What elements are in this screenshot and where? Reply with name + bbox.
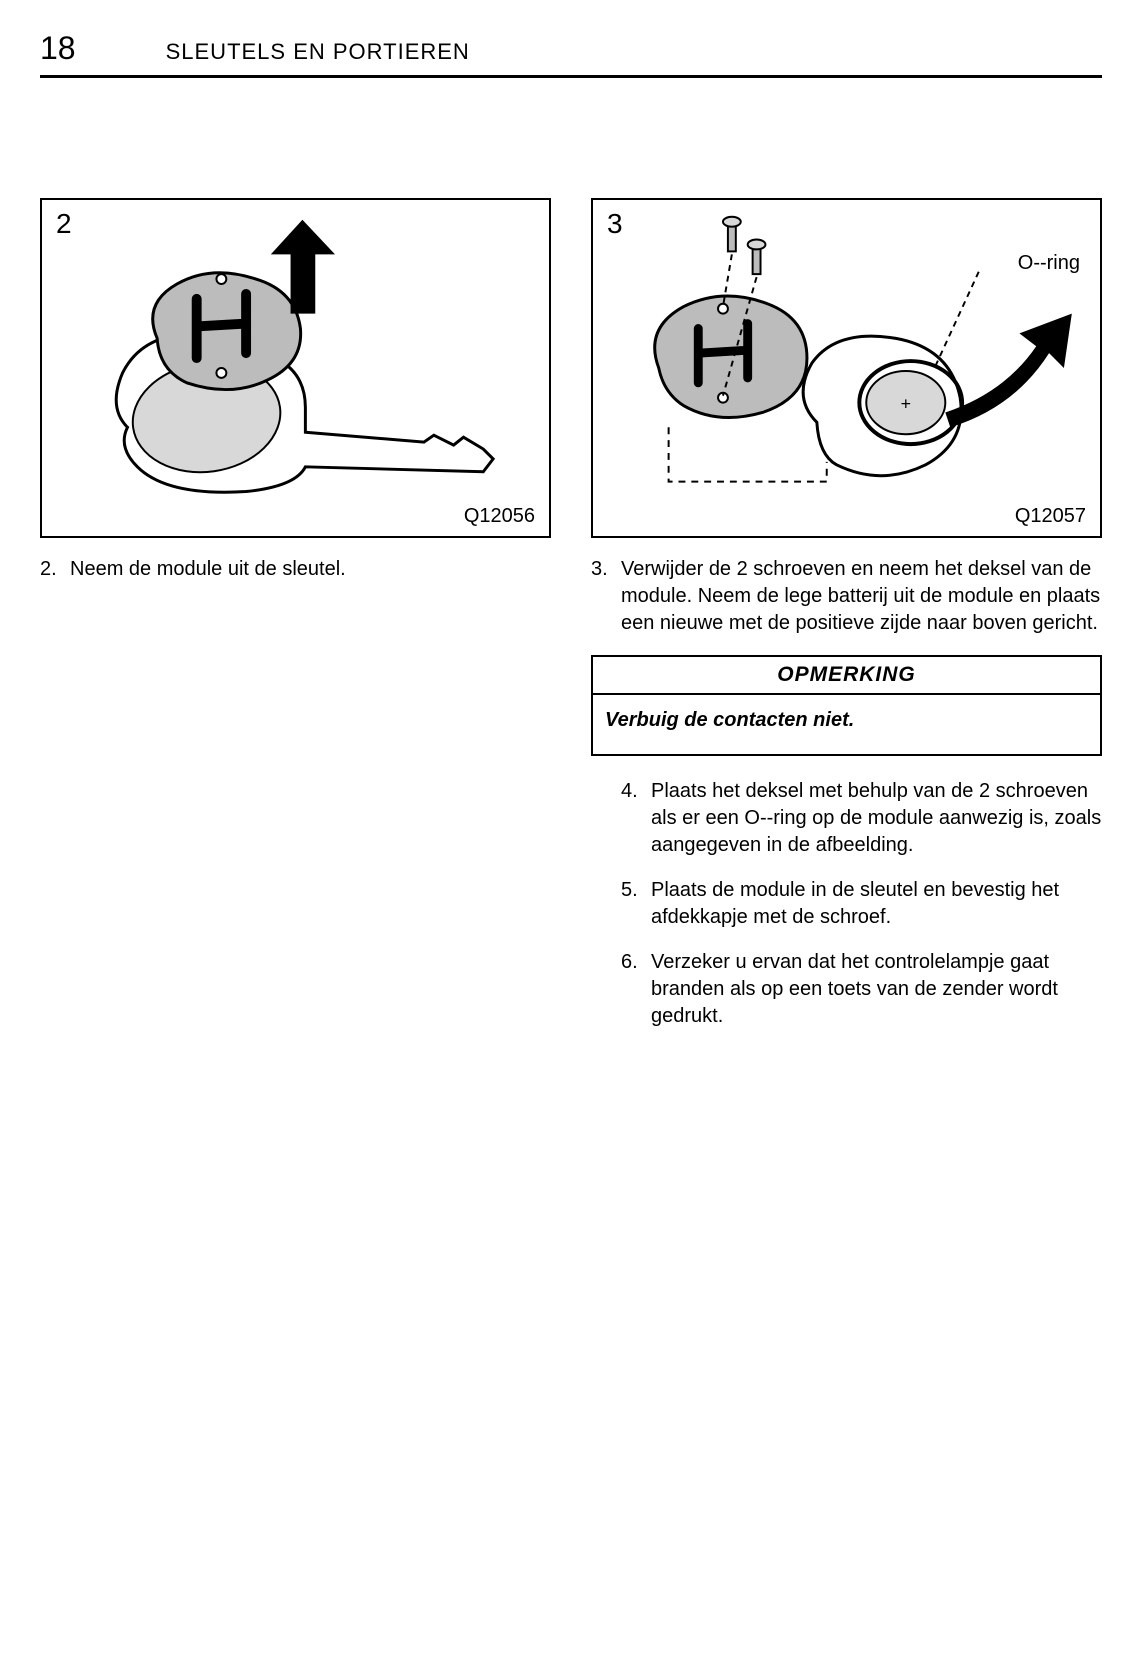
step-4: 4. Plaats het deksel met behulp van de 2… [591,778,1102,859]
step-5-num: 5. [621,877,651,931]
notice-title: OPMERKING [593,657,1100,695]
step-2-num: 2. [40,556,70,583]
step-4-text: Plaats het deksel met behulp van de 2 sc… [651,778,1102,859]
figure-3-box: 3 O--ring + [591,198,1102,538]
notice-box: OPMERKING Verbuig de contacten niet. [591,655,1102,756]
step-6-text: Verzeker u ervan dat het controlelampje … [651,949,1102,1030]
figure-2-code: Q12056 [464,505,535,528]
figure-3-code: Q12057 [1015,505,1086,528]
section-title: SLEUTELS EN PORTIEREN [166,39,470,65]
oring-label: O--ring [1018,252,1080,275]
step-5-text: Plaats de module in de sleutel en bevest… [651,877,1102,931]
right-column: 3 O--ring + [591,198,1102,1048]
step-4-num: 4. [621,778,651,859]
page-number: 18 [40,30,76,67]
svg-text:+: + [901,394,911,414]
figure-2-illustration [42,200,549,536]
left-column: 2 Q12056 2. Neem de module uit de sleute… [40,198,551,1048]
step-2-text: Neem de module uit de sleutel. [70,556,551,583]
content-area: 2 Q12056 2. Neem de module uit de sleute… [40,198,1102,1048]
step-6: 6. Verzeker u ervan dat het controlelamp… [591,949,1102,1030]
figure-3-illustration: + [593,200,1100,536]
figure-2-number: 2 [56,208,72,240]
step-6-num: 6. [621,949,651,1030]
figure-3-number: 3 [607,208,623,240]
step-5: 5. Plaats de module in de sleutel en bev… [591,877,1102,931]
step-3-text: Verwijder de 2 schroeven en neem het dek… [621,556,1102,637]
page-header: 18 SLEUTELS EN PORTIEREN [40,30,1102,78]
notice-body: Verbuig de contacten niet. [593,695,1100,754]
step-2: 2. Neem de module uit de sleutel. [40,556,551,583]
step-3-num: 3. [591,556,621,637]
step-3: 3. Verwijder de 2 schroeven en neem het … [591,556,1102,637]
figure-2-box: 2 Q12056 [40,198,551,538]
